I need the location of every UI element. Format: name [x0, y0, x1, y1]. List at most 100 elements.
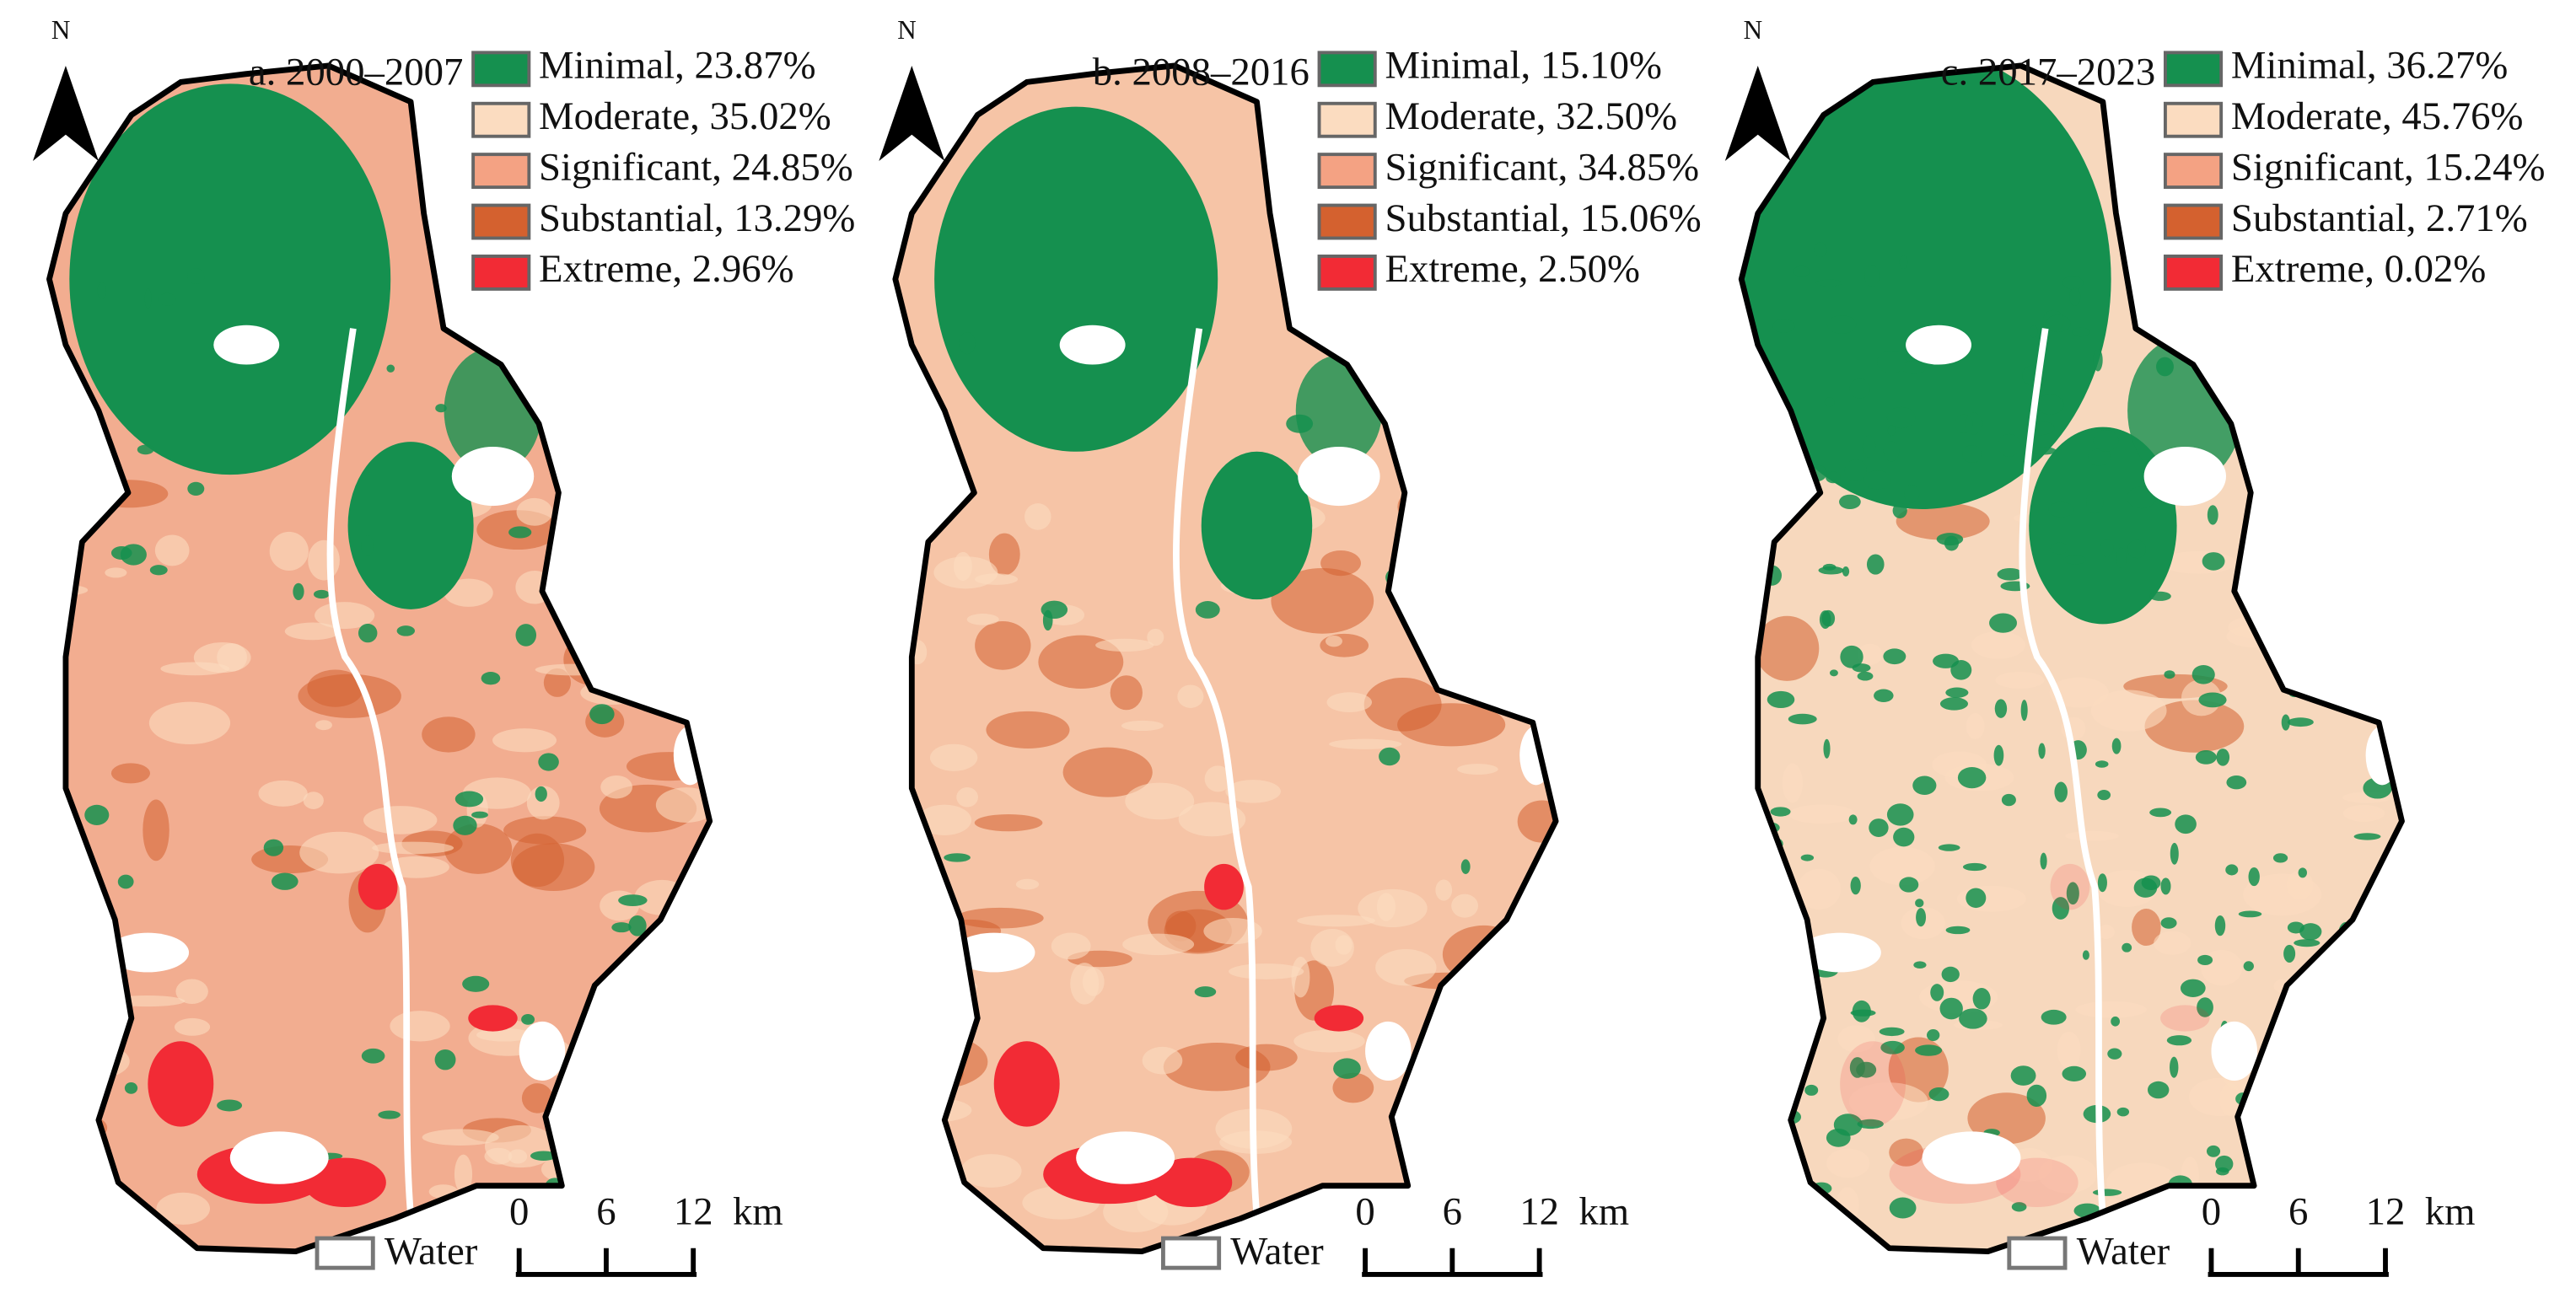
extreme-area: [304, 1157, 386, 1208]
minimal-area: [1889, 1197, 1917, 1219]
minimal-area: [378, 1110, 401, 1119]
minimal-area: [2054, 781, 2068, 802]
scale-label: 12: [674, 1190, 713, 1234]
substantial-area: [1320, 550, 1361, 577]
water-label: Water: [385, 1229, 478, 1273]
moderate-area: [2049, 677, 2109, 708]
minimal-area: [149, 565, 168, 576]
minimal-area: [1826, 315, 1857, 334]
boundary: [1738, 62, 2405, 1255]
minimal-area: [1959, 1008, 1987, 1029]
minimal-area: [2122, 942, 2132, 953]
minimal-area: [1869, 818, 1889, 838]
minimal-area: [144, 288, 152, 309]
minimal-area: [358, 623, 378, 643]
moderate-area: [2065, 830, 2119, 841]
minimal-area: [2107, 1048, 2122, 1060]
minimal-area: [313, 589, 330, 599]
minimal-area: [1741, 65, 2111, 509]
water-swatch: [315, 1236, 375, 1270]
moderate-area: [1848, 1082, 1928, 1121]
minimal-area: [2191, 664, 2215, 684]
water-body: [1906, 325, 1972, 365]
moderate-area: [1225, 780, 1281, 803]
moderate-area: [631, 496, 698, 527]
minimal-area: [959, 332, 976, 355]
minimal-area: [2100, 539, 2114, 557]
moderate-area: [2097, 925, 2115, 940]
water-body: [2211, 1021, 2258, 1081]
minimal-area: [1938, 844, 1960, 851]
moderate-area: [2323, 1146, 2391, 1174]
minimal-area: [1879, 1027, 1905, 1037]
minimal-area: [563, 423, 589, 442]
minimal-area: [1972, 987, 1991, 1010]
minimal-area: [2337, 633, 2353, 653]
minimal-area: [2353, 833, 2381, 840]
moderate-area: [1291, 957, 1310, 998]
minimal-area: [2356, 447, 2369, 464]
panel-title: c. 2017–2023: [1941, 50, 2156, 94]
minimal-area: [1912, 775, 1937, 796]
substantial-area: [307, 669, 364, 707]
minimal-area: [628, 1053, 641, 1070]
legend-label: Substantial, 13.29%: [539, 196, 855, 240]
map-panel: Na. 2000–2007 Minimal, 23.87% Moderate, 35…: [32, 15, 855, 1277]
minimal-area: [1899, 877, 1919, 893]
substantial-area: [639, 1028, 676, 1071]
minimal-area: [2305, 484, 2331, 495]
minimal-area: [1804, 1006, 1819, 1029]
scale-label: 6: [2288, 1190, 2308, 1234]
minimal-area: [515, 624, 537, 647]
minimal-area: [1842, 566, 1850, 577]
moderate-area: [299, 831, 379, 874]
moderate-area: [896, 978, 978, 995]
minimal-area: [1887, 425, 1896, 437]
minimal-area: [2093, 430, 2119, 452]
moderate-area: [1492, 590, 1543, 622]
minimal-area: [1927, 1029, 1940, 1042]
legend-label: Significant, 15.24%: [2231, 145, 2546, 189]
minimal-area: [1862, 435, 1876, 458]
minimal-area: [386, 364, 395, 373]
moderate-area: [2284, 990, 2361, 1009]
minimal-area: [1989, 613, 2018, 633]
minimal-area: [1797, 1236, 1820, 1250]
minimal-area: [2175, 814, 2197, 834]
moderate-area: [1122, 933, 1195, 956]
minimal-area: [271, 872, 298, 890]
moderate-area: [2038, 1155, 2097, 1194]
water-body: [953, 932, 1035, 973]
minimal-area: [2272, 518, 2288, 532]
minimal-area: [1936, 533, 1964, 546]
minimal-area: [2283, 944, 2296, 963]
moderate-area: [422, 1129, 499, 1146]
minimal-area: [1815, 279, 1842, 287]
north-label: N: [51, 15, 71, 45]
moderate-area: [594, 558, 632, 598]
minimal-area: [2041, 1009, 2067, 1025]
minimal-area: [2063, 555, 2087, 565]
extreme-area: [92, 936, 105, 1035]
minimal-area: [481, 672, 501, 685]
water-body: [1059, 325, 1126, 365]
moderate-area: [1293, 1029, 1365, 1053]
north-arrow: [32, 65, 99, 161]
north-arrow: [1724, 65, 1791, 161]
legend-swatch: [471, 255, 531, 291]
minimal-area: [1793, 266, 1810, 277]
minimal-area: [2038, 743, 2046, 759]
legend-swatch: [2163, 101, 2224, 138]
minimal-area: [530, 1151, 557, 1161]
minimal-area: [2375, 598, 2402, 622]
minimal-area: [2207, 505, 2218, 525]
minimal-area: [589, 408, 598, 427]
moderate-area: [174, 1017, 211, 1036]
water-label: Water: [1230, 1229, 1324, 1273]
legend-label: Minimal, 23.87%: [539, 44, 816, 88]
substantial-area: [1517, 800, 1557, 843]
minimal-area: [2336, 1131, 2351, 1146]
substantial-area: [110, 763, 151, 784]
minimal-area: [2272, 442, 2299, 456]
moderate-area: [2075, 1001, 2147, 1018]
